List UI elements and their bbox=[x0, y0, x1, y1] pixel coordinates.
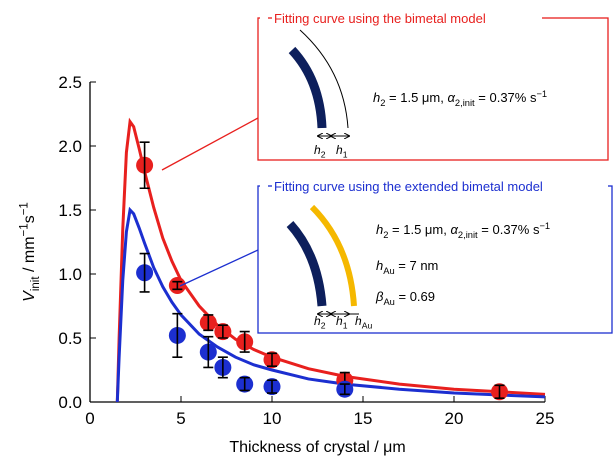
error-bar bbox=[217, 356, 228, 379]
dimension-label: h2 bbox=[314, 143, 326, 160]
text-part: init bbox=[30, 276, 42, 292]
x-axis-label: Thickness of crystal / μm bbox=[229, 439, 405, 456]
x-tick-label: 5 bbox=[176, 409, 185, 428]
error-bar bbox=[139, 141, 150, 190]
text-part: 2,init bbox=[455, 98, 475, 108]
dimension-label: hAu bbox=[355, 314, 372, 331]
annotation-text: h2 = 1.5 μm, α2,init = 0.37% s−1 bbox=[376, 221, 550, 240]
y-tick-label: 1.5 bbox=[58, 201, 82, 220]
text-part: s bbox=[21, 215, 38, 223]
text-part: = 0.37% s bbox=[475, 90, 537, 105]
text-part: h bbox=[373, 90, 380, 105]
layer-h1 bbox=[299, 29, 349, 129]
text-part: 1 bbox=[343, 150, 348, 160]
text-part: h bbox=[336, 143, 343, 157]
dimension-label: h1 bbox=[336, 143, 348, 160]
text-part: = 1.5 μm, bbox=[388, 222, 450, 237]
dimension-label: h2 bbox=[314, 314, 326, 331]
error-bar bbox=[203, 314, 214, 332]
error-bar bbox=[494, 384, 505, 399]
error-bar bbox=[203, 335, 214, 369]
error-bar bbox=[217, 324, 228, 339]
error-bar bbox=[172, 312, 183, 358]
text-part: = 0.69 bbox=[395, 289, 435, 304]
layer-au bbox=[309, 204, 357, 307]
text-part: 2 bbox=[383, 230, 388, 240]
annotation-text: h2 = 1.5 μm, α2,init = 0.37% s−1 bbox=[373, 89, 547, 108]
text-part: = 7 nm bbox=[395, 258, 439, 273]
text-part: Au bbox=[383, 266, 394, 276]
text-part: −1 bbox=[539, 221, 550, 231]
text-part: 2 bbox=[380, 98, 385, 108]
text-part: 2 bbox=[321, 321, 326, 331]
annotation-text: hAu = 7 nm bbox=[376, 258, 438, 276]
title-gap bbox=[272, 10, 542, 26]
y-tick-label: 2.0 bbox=[58, 137, 82, 156]
error-bar bbox=[267, 379, 277, 394]
connector bbox=[179, 249, 259, 287]
text-part: 2 bbox=[321, 150, 326, 160]
plot-area: 0 5 10 15 20 25 0.0 0.5 1.0 1.5 2.0 2.5 Thickness of… bbox=[19, 73, 555, 456]
text-part: h bbox=[376, 258, 383, 273]
text-part: Au bbox=[362, 321, 373, 331]
text-part: −1 bbox=[536, 89, 547, 99]
error-bar bbox=[239, 330, 250, 353]
text-part: α bbox=[450, 222, 458, 237]
text-part: / mm bbox=[21, 236, 38, 276]
y-axis-label: Vinit / mm−1s−1 bbox=[19, 202, 42, 302]
text-part: h bbox=[314, 143, 321, 157]
y-tick-label: 1.0 bbox=[58, 265, 82, 284]
text-part: h bbox=[355, 314, 362, 328]
y-tick-label: 2.5 bbox=[58, 73, 82, 92]
fit-curve bbox=[115, 206, 546, 403]
y-tick-label: 0.5 bbox=[58, 329, 82, 348]
text-part: β bbox=[375, 289, 384, 304]
error-bar bbox=[339, 383, 350, 396]
text-part: = 0.37% s bbox=[478, 222, 540, 237]
x-tick-label: 10 bbox=[263, 409, 282, 428]
text-part: h bbox=[336, 314, 343, 328]
layer-h2 bbox=[288, 46, 327, 129]
text-part: Au bbox=[383, 297, 394, 307]
x-tick-label: 20 bbox=[445, 409, 464, 428]
error-bar bbox=[267, 352, 277, 367]
error-bar bbox=[139, 252, 150, 293]
annotations: Fitting curve using the bimetal model h2 … bbox=[161, 10, 613, 334]
x-tick-label: 15 bbox=[354, 409, 373, 428]
x-tick-label: 25 bbox=[536, 409, 555, 428]
text-part: 1 bbox=[343, 321, 348, 331]
text-part: = 1.5 μm, bbox=[385, 90, 447, 105]
error-bar bbox=[239, 376, 250, 392]
error-bar bbox=[172, 280, 183, 291]
y-tick-label: 0.0 bbox=[58, 393, 82, 412]
text-part: h bbox=[376, 222, 383, 237]
text-part: α bbox=[447, 90, 455, 105]
x-tick-label: 0 bbox=[85, 409, 94, 428]
annotation-text: βAu = 0.69 bbox=[375, 289, 435, 307]
annotation-title: Fitting curve using the bimetal model bbox=[274, 11, 486, 26]
layer-h2 bbox=[286, 220, 327, 307]
dimension-label: h1 bbox=[336, 314, 348, 331]
connector bbox=[161, 117, 259, 171]
fit-curve bbox=[115, 117, 546, 403]
text-part: h bbox=[314, 314, 321, 328]
text-part: −1 bbox=[19, 223, 31, 236]
text-part: V bbox=[21, 290, 38, 302]
text-part: 2,init bbox=[458, 230, 478, 240]
title-gap bbox=[272, 178, 608, 194]
text-part: −1 bbox=[19, 202, 31, 215]
annotation-title: Fitting curve using the extended bimetal… bbox=[274, 179, 543, 194]
